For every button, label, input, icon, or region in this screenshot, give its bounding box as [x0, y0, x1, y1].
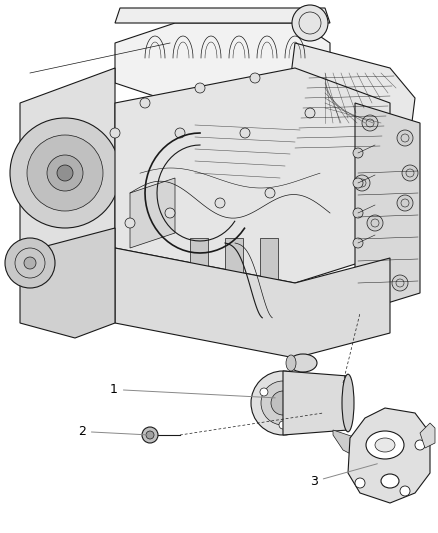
Circle shape — [305, 108, 315, 118]
Polygon shape — [225, 238, 243, 293]
Text: 1: 1 — [110, 383, 275, 398]
Circle shape — [47, 155, 83, 191]
Polygon shape — [20, 68, 115, 268]
Ellipse shape — [289, 354, 317, 372]
Circle shape — [10, 118, 120, 228]
Text: 3: 3 — [310, 464, 377, 488]
Polygon shape — [20, 228, 115, 338]
Circle shape — [367, 215, 383, 231]
Circle shape — [265, 188, 275, 198]
Circle shape — [57, 165, 73, 181]
Ellipse shape — [366, 431, 404, 459]
Polygon shape — [115, 68, 390, 283]
Circle shape — [415, 440, 425, 450]
Circle shape — [215, 198, 225, 208]
Circle shape — [195, 83, 205, 93]
Circle shape — [400, 486, 410, 496]
Circle shape — [260, 388, 268, 396]
Circle shape — [271, 391, 295, 415]
Circle shape — [140, 98, 150, 108]
Circle shape — [397, 195, 413, 211]
Circle shape — [125, 218, 135, 228]
Circle shape — [142, 427, 158, 443]
Circle shape — [392, 275, 408, 291]
Circle shape — [24, 257, 36, 269]
Circle shape — [165, 208, 175, 218]
Circle shape — [279, 421, 287, 429]
Polygon shape — [333, 430, 373, 463]
Polygon shape — [348, 408, 430, 503]
Polygon shape — [130, 178, 175, 248]
Polygon shape — [115, 248, 390, 358]
Circle shape — [362, 115, 378, 131]
Circle shape — [372, 265, 388, 281]
Circle shape — [251, 371, 315, 435]
Circle shape — [261, 381, 305, 425]
Circle shape — [250, 73, 260, 83]
Polygon shape — [355, 103, 420, 313]
Polygon shape — [420, 423, 435, 448]
Circle shape — [355, 478, 365, 488]
Circle shape — [175, 128, 185, 138]
Polygon shape — [260, 238, 278, 293]
Polygon shape — [190, 238, 208, 293]
Polygon shape — [115, 23, 330, 103]
Circle shape — [353, 208, 363, 218]
Polygon shape — [115, 8, 330, 23]
Ellipse shape — [342, 374, 354, 432]
Circle shape — [353, 148, 363, 158]
Circle shape — [353, 178, 363, 188]
Circle shape — [353, 238, 363, 248]
Circle shape — [298, 388, 306, 396]
Circle shape — [397, 130, 413, 146]
Circle shape — [354, 175, 370, 191]
Circle shape — [110, 128, 120, 138]
Circle shape — [240, 128, 250, 138]
Ellipse shape — [381, 474, 399, 488]
Polygon shape — [283, 371, 348, 435]
Text: 2: 2 — [78, 425, 147, 438]
Circle shape — [146, 431, 154, 439]
Ellipse shape — [375, 438, 395, 452]
Circle shape — [5, 238, 55, 288]
Circle shape — [402, 165, 418, 181]
Polygon shape — [290, 43, 415, 158]
Circle shape — [27, 135, 103, 211]
Circle shape — [292, 5, 328, 41]
Ellipse shape — [286, 355, 296, 371]
